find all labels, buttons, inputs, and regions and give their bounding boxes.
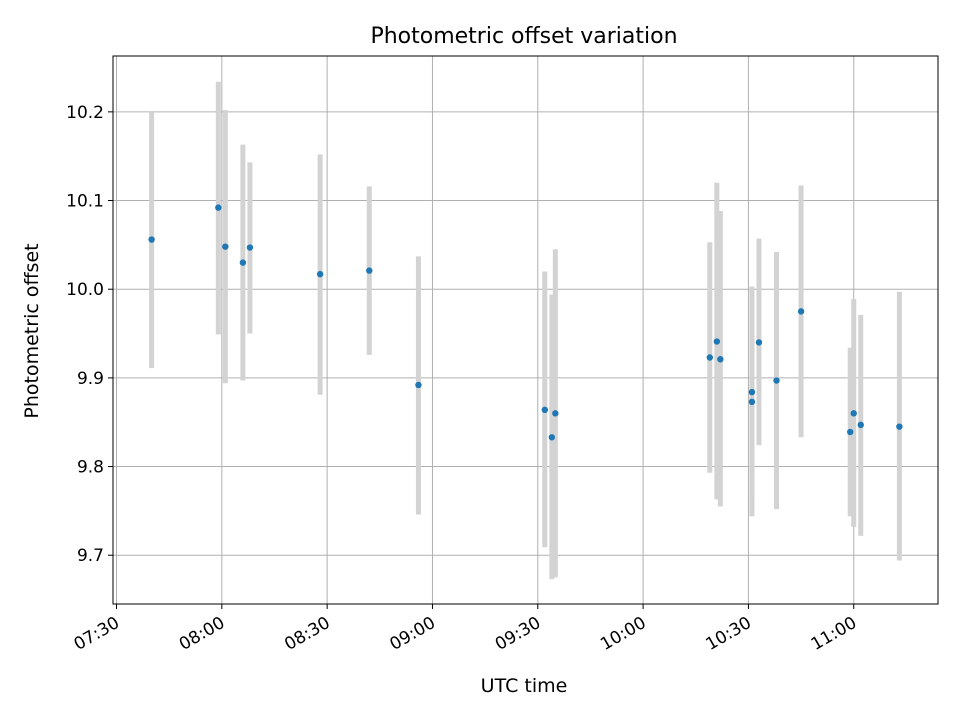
y-axis-ticks: 9.7 9.8 9.9 10.0 10.1 10.2 — [66, 103, 113, 566]
data-point — [246, 244, 254, 251]
y-tick-label: 10.2 — [66, 103, 104, 123]
data-point — [415, 381, 422, 389]
data-point — [552, 410, 559, 417]
y-axis-label: Photometric offset — [21, 243, 43, 418]
data-point — [748, 398, 756, 406]
data-point — [366, 267, 373, 274]
data-point — [717, 356, 724, 363]
data-point — [148, 236, 155, 243]
data-point — [239, 259, 247, 266]
data-point — [755, 339, 763, 346]
data-point — [857, 421, 864, 429]
plot-frame — [112, 55, 939, 605]
data-point — [706, 354, 714, 361]
data-points — [148, 204, 903, 441]
y-tick-label: 9.9 — [77, 369, 104, 389]
data-point — [773, 377, 780, 384]
data-point — [847, 428, 854, 436]
data-point — [215, 204, 222, 211]
data-point — [896, 423, 903, 430]
y-tick-label: 10.1 — [66, 192, 104, 212]
data-point — [797, 308, 805, 315]
data-point — [713, 338, 721, 345]
y-tick-label: 9.8 — [77, 458, 104, 478]
y-tick-label: 10.0 — [66, 280, 104, 300]
chart-title: Photometric offset variation — [370, 24, 677, 49]
plot-area — [113, 56, 938, 604]
data-point — [548, 434, 556, 441]
data-point — [316, 270, 324, 278]
x-axis-label: UTC time — [481, 675, 568, 697]
y-tick-label: 9.7 — [77, 546, 104, 566]
data-point — [222, 243, 229, 250]
data-point — [850, 410, 857, 417]
data-point — [541, 406, 549, 414]
data-point — [748, 388, 756, 396]
